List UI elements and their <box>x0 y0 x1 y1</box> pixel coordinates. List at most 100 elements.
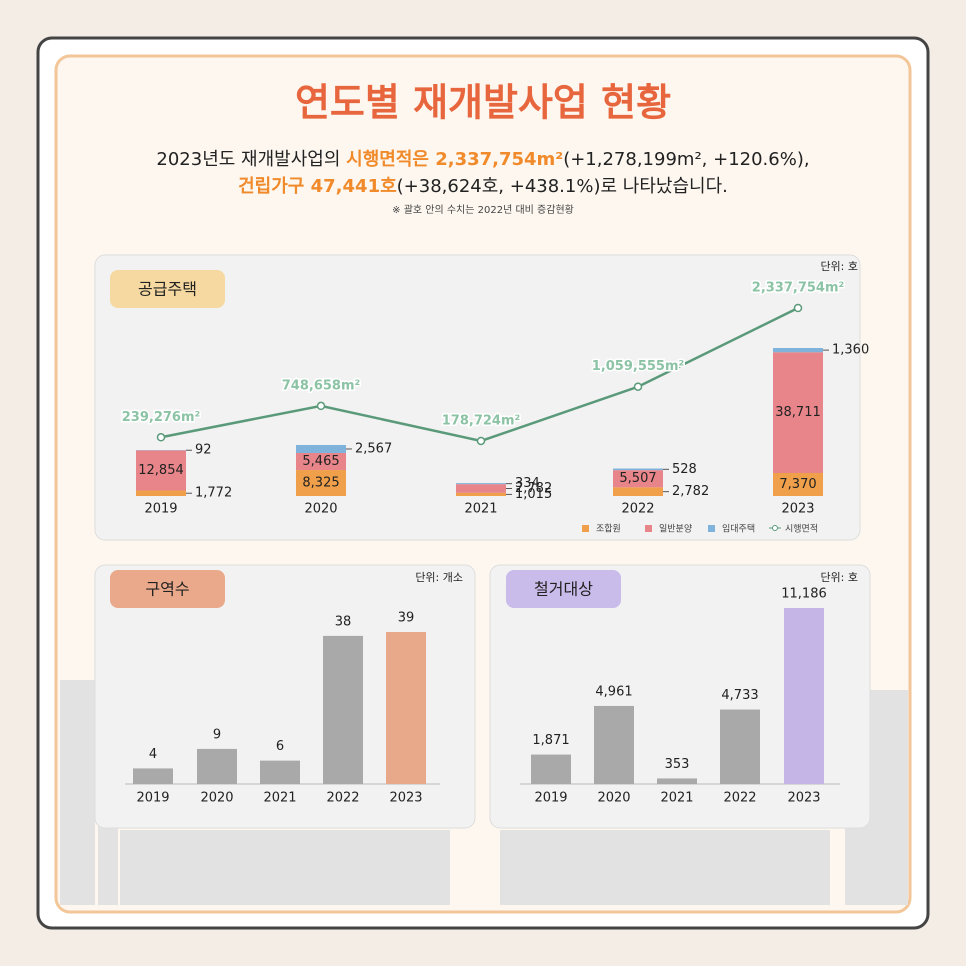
x-tick-label: 2020 <box>304 502 337 517</box>
skyline <box>60 680 908 905</box>
value-label: 5,507 <box>619 471 656 486</box>
bar-segment <box>456 484 506 493</box>
line-point <box>156 433 166 442</box>
value-label: 11,186 <box>781 587 827 602</box>
bar <box>323 635 363 784</box>
x-tick-label: 2022 <box>621 502 654 517</box>
x-tick-label: 2019 <box>534 791 567 806</box>
line-value-label: 748,658m² <box>282 378 360 393</box>
chart-title: 철거대상 <box>534 580 593 599</box>
line-point <box>633 382 643 391</box>
bar <box>594 705 634 784</box>
value-label: 39 <box>398 611 415 626</box>
chart-title: 공급주택 <box>138 280 197 299</box>
bar <box>531 754 571 784</box>
x-tick-label: 2021 <box>464 502 497 517</box>
x-tick-label: 2021 <box>263 791 296 806</box>
panel <box>94 254 861 541</box>
subtitle-part: 2023년도 재개발사업의 <box>156 149 346 170</box>
value-label: 4,961 <box>595 684 632 699</box>
bar <box>197 748 237 784</box>
bar <box>657 778 697 784</box>
x-tick-label: 2023 <box>389 791 422 806</box>
bar-segment <box>136 450 186 491</box>
bar-segment <box>773 348 823 353</box>
legend-label: 일반분양 <box>659 524 692 535</box>
line-value-label: 1,059,555m² <box>592 359 684 374</box>
value-label: 1,360 <box>832 343 869 358</box>
legend-marker <box>645 525 652 532</box>
chart-title: 구역수 <box>145 580 189 599</box>
subtitle: 건립가구 47,441호(+38,624호, +438.1%)로 나타났습니다. <box>238 176 728 197</box>
legend-marker <box>582 525 589 532</box>
line-value-label: 239,276m² <box>122 410 200 425</box>
bar-segment <box>136 490 186 496</box>
value-label: 5,465 <box>302 454 339 469</box>
value-label: 1,871 <box>532 733 569 748</box>
bar-segment <box>773 352 823 474</box>
value-label: 4,733 <box>721 688 758 703</box>
bar-segment <box>456 492 506 496</box>
legend-marker <box>772 525 778 531</box>
bar <box>386 632 426 784</box>
title: 연도별 재개발사업 현황 <box>295 81 671 125</box>
bar-segment <box>296 444 346 453</box>
line-point <box>793 303 803 313</box>
value-label: 12,854 <box>138 463 184 478</box>
x-tick-label: 2020 <box>597 791 630 806</box>
bar <box>260 760 300 784</box>
bar-segment <box>773 473 823 496</box>
legend-label: 임대주택 <box>722 523 755 535</box>
x-tick-label: 2023 <box>781 502 814 517</box>
value-label: 334 <box>515 476 540 491</box>
legend-marker <box>708 525 715 532</box>
bar-segment <box>296 470 346 496</box>
value-label: 353 <box>665 757 690 772</box>
subtitle: 2023년도 재개발사업의 시행면적은 2,337,754m²(+1,278,1… <box>156 149 809 170</box>
bar <box>133 768 173 784</box>
unit-label: 단위: 개소 <box>415 571 463 584</box>
legend-label: 조합원 <box>596 524 621 535</box>
subtitle-highlight: 건립가구 47,441호 <box>238 176 397 197</box>
panel <box>489 564 871 829</box>
x-tick-label: 2019 <box>144 502 177 517</box>
bar-segment <box>613 468 663 471</box>
value-label: 4 <box>149 747 157 762</box>
x-tick-label: 2023 <box>787 791 820 806</box>
value-label: 2,567 <box>355 441 392 456</box>
line-point <box>316 401 326 411</box>
line-point <box>476 436 486 446</box>
value-label: 7,370 <box>779 477 816 492</box>
x-tick-label: 2022 <box>723 791 756 806</box>
value-label: 38 <box>335 614 352 629</box>
x-tick-label: 2022 <box>326 791 359 806</box>
value-label: 2,782 <box>515 481 552 496</box>
bar <box>784 608 824 784</box>
value-label: 8,325 <box>302 476 339 491</box>
value-label: 92 <box>195 443 212 458</box>
bar <box>720 709 760 784</box>
subtitle-highlight: 시행면적은 2,337,754m² <box>346 149 563 170</box>
line-value-label: 178,724m² <box>442 413 520 428</box>
x-tick-label: 2019 <box>136 791 169 806</box>
value-label: 9 <box>213 727 221 742</box>
x-tick-label: 2020 <box>200 791 233 806</box>
value-label: 6 <box>276 739 284 754</box>
legend-label: 시행면적 <box>785 523 818 535</box>
subtitle-part: (+38,624호, +438.1%)로 나타났습니다. <box>397 176 728 197</box>
bar-segment <box>456 483 506 485</box>
note: ※ 괄호 안의 수치는 2022년 대비 증감현황 <box>392 204 574 216</box>
chart-label-pill <box>110 570 225 608</box>
x-tick-label: 2021 <box>660 791 693 806</box>
subtitle-part: (+1,278,199m², +120.6%), <box>563 149 809 170</box>
line-value-label: 2,337,754m² <box>752 281 844 296</box>
bar-segment <box>613 487 663 496</box>
chart-label-pill <box>110 270 225 308</box>
bar-segment <box>296 452 346 471</box>
unit-label: 단위: 호 <box>820 260 858 273</box>
value-label: 2,782 <box>672 484 709 499</box>
panel <box>94 564 476 829</box>
bar-segment <box>613 470 663 488</box>
value-label: 1,772 <box>195 486 232 501</box>
